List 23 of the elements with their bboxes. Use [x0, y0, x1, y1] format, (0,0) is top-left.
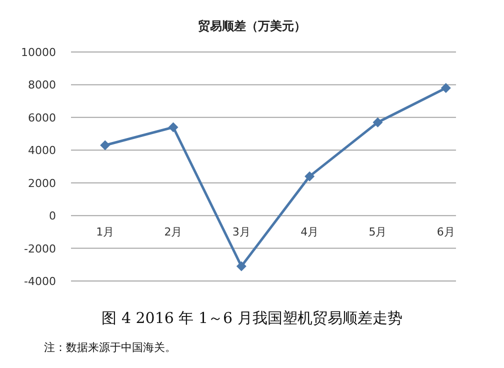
- point: [304, 171, 315, 182]
- x-tick-label: 3月: [232, 226, 250, 239]
- x-tick-label: 4月: [300, 226, 319, 239]
- x-tick-label: 5月: [368, 226, 387, 239]
- x-tick-label: 2月: [164, 226, 182, 239]
- chart-title: 贸易顺差（万美元）: [198, 19, 306, 33]
- point: [372, 117, 383, 128]
- y-tick-label: 6000: [28, 111, 56, 124]
- point: [100, 140, 110, 150]
- x-tick-label: 1月: [96, 226, 114, 239]
- point: [168, 122, 178, 132]
- y-tick-label: -2000: [24, 242, 56, 256]
- y-tick-label: 4000: [28, 144, 56, 158]
- y-tick-label: 0: [49, 210, 56, 223]
- caption: 图 4 2016 年 1～6 月我国塑机贸易顺差走势: [102, 309, 402, 327]
- y-tick-label: -4000: [24, 275, 56, 288]
- y-tick-label: 2000: [28, 176, 56, 190]
- y-tick-label: 10000: [21, 46, 56, 59]
- y-tick-label: 8000: [28, 78, 56, 92]
- point: [440, 82, 451, 93]
- point: [236, 261, 246, 272]
- x-tick-label: 6月: [436, 226, 455, 239]
- text: 注：数据来源于中国海关。: [44, 341, 176, 354]
